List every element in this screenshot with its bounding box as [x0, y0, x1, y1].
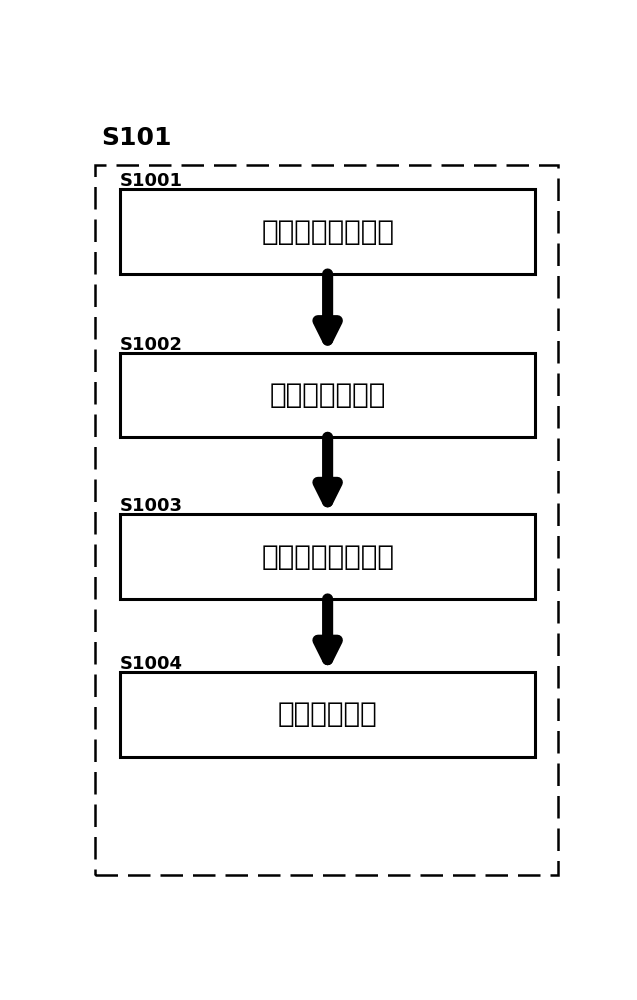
Text: S1001: S1001: [120, 172, 183, 190]
Bar: [120, 672, 535, 757]
Text: S1004: S1004: [120, 655, 183, 673]
Text: 脑电通道选择: 脑电通道选择: [278, 700, 378, 728]
Text: 情感脑电特征提取: 情感脑电特征提取: [261, 543, 394, 571]
Bar: [120, 189, 535, 274]
Bar: [120, 353, 535, 437]
Bar: [120, 514, 535, 599]
Text: 获取情感脑电数据: 获取情感脑电数据: [261, 218, 394, 246]
Text: S101: S101: [101, 126, 172, 150]
Text: 脑电数据预处理: 脑电数据预处理: [269, 381, 386, 409]
Text: S1002: S1002: [120, 336, 183, 354]
Text: S1003: S1003: [120, 497, 183, 515]
